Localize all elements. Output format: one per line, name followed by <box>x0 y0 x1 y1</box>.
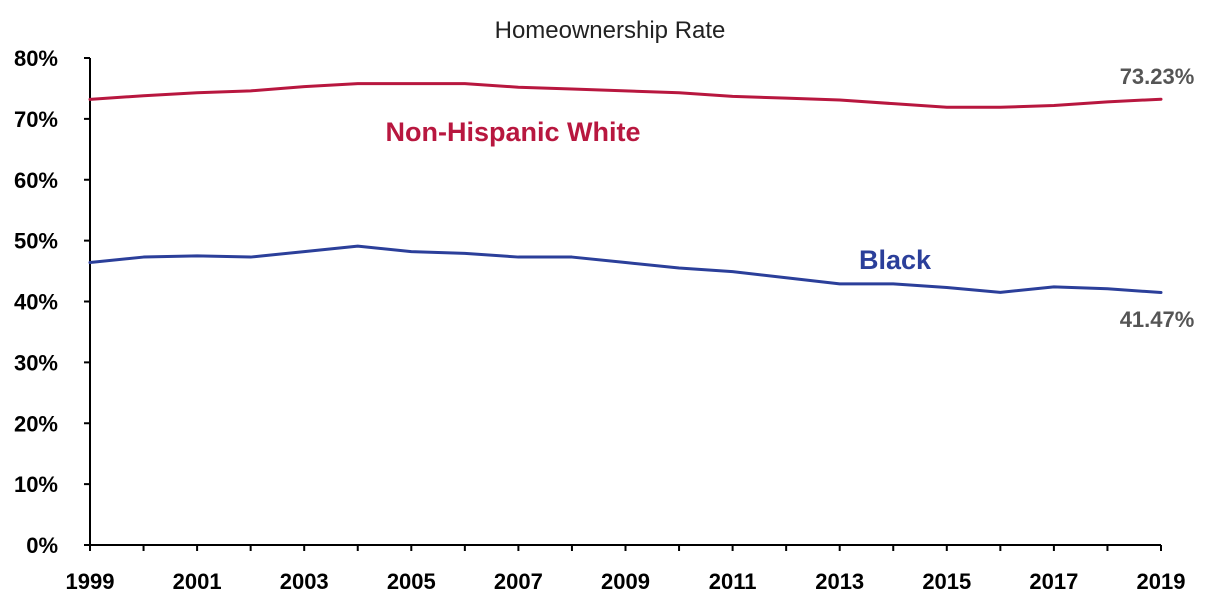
y-tick-label: 30% <box>14 350 58 375</box>
y-tick-label: 0% <box>26 533 58 558</box>
white-series-label: Non-Hispanic White <box>386 117 641 147</box>
x-tick-label: 2015 <box>922 569 971 594</box>
y-tick-label: 70% <box>14 107 58 132</box>
x-tick-label: 2007 <box>494 569 543 594</box>
chart-title: Homeownership Rate <box>495 17 726 44</box>
x-tick-label: 2003 <box>280 569 329 594</box>
black-series-label: Black <box>859 245 932 275</box>
y-tick-label: 40% <box>14 290 58 315</box>
y-tick-label: 60% <box>14 168 58 193</box>
chart-labels: Non-Hispanic White Black 73.23% 41.47% <box>386 64 1195 332</box>
axes: 0% 10% 20% 30% 40% 50% 60% 70% 80% 1999 2001 2003 20… <box>14 46 1186 594</box>
x-tick-label: 1999 <box>66 569 115 594</box>
y-tick-label: 50% <box>14 229 58 254</box>
y-tick-label: 80% <box>14 46 58 71</box>
x-tick-label: 2013 <box>815 569 864 594</box>
x-tick-label: 2017 <box>1029 569 1078 594</box>
x-tick-label: 2001 <box>173 569 222 594</box>
black-end-value-label: 41.47% <box>1120 307 1195 332</box>
series-lines <box>88 82 1163 295</box>
x-tick-label: 2005 <box>387 569 436 594</box>
x-tick-label: 2011 <box>709 569 757 594</box>
white-series-line <box>88 82 1163 109</box>
black-series-line <box>88 244 1163 295</box>
x-tick-label: 2009 <box>601 569 650 594</box>
white-end-value-label: 73.23% <box>1120 64 1195 89</box>
y-tick-label: 20% <box>14 411 58 436</box>
y-tick-label: 10% <box>14 472 58 497</box>
x-tick-label: 2019 <box>1137 569 1186 594</box>
